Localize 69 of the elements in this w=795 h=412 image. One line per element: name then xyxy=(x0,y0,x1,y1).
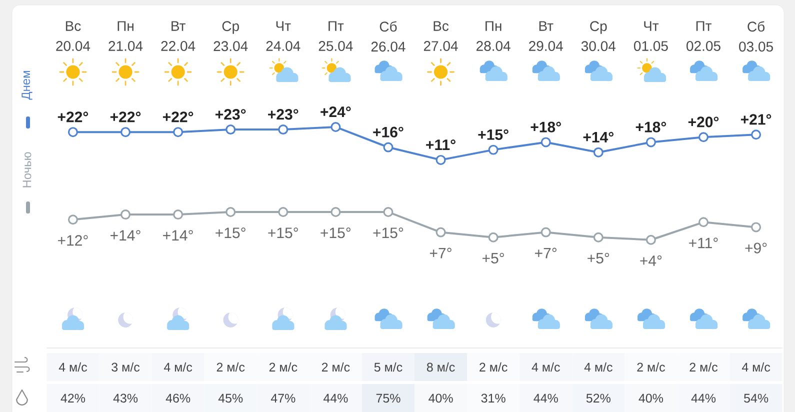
data-label: 40% xyxy=(638,394,664,403)
data-label: 46% xyxy=(166,394,190,403)
x-tick-label: Вт 22.04 xyxy=(161,21,196,51)
data-label: 4 м/с xyxy=(532,362,560,372)
point xyxy=(698,132,708,142)
x-tick-label: Ср 30.04 xyxy=(581,21,616,52)
x-tick-label: Сб 03.05 xyxy=(739,21,773,52)
point xyxy=(278,124,288,135)
data-label: 44% xyxy=(691,394,716,403)
point xyxy=(540,137,551,148)
x-tick-label: Пт 02.05 xyxy=(686,21,720,51)
data-label: 31% xyxy=(481,394,506,403)
data-label: +23° xyxy=(268,109,298,120)
data-label: 43% xyxy=(113,394,138,403)
x-tick-label: Ср 23.04 xyxy=(214,21,248,52)
data-label: 4 м/с xyxy=(584,362,612,372)
data-label: +15° xyxy=(478,129,508,140)
point xyxy=(383,142,394,152)
data-label: 2 м/с xyxy=(480,362,508,372)
point xyxy=(646,137,656,148)
x-tick-label: Чт 24.04 xyxy=(266,21,300,51)
x-tick-label: Пн 28.04 xyxy=(476,21,510,51)
data-label: +24° xyxy=(320,106,351,117)
data-label: 4 м/с xyxy=(164,362,192,372)
x-tick-label: Вс 20.04 xyxy=(56,21,90,51)
data-label: 8 м/с xyxy=(426,362,455,372)
data-label: +20° xyxy=(688,116,719,128)
data-label: 47% xyxy=(270,394,296,403)
data-label: 2 м/с xyxy=(216,362,245,372)
x-tick-label: Сб 26.04 xyxy=(371,21,406,52)
data-label: 42% xyxy=(60,394,86,403)
point xyxy=(173,127,184,138)
point xyxy=(751,130,762,140)
data-label: 3 м/с xyxy=(112,362,140,372)
data-label: 5 м/с xyxy=(374,362,402,372)
data-label: 75% xyxy=(376,394,400,403)
data-label: +16° xyxy=(373,126,404,138)
data-label: +22° xyxy=(110,112,141,122)
data-label: +22° xyxy=(162,112,194,122)
data-label: +11° xyxy=(426,140,456,150)
text: Днем xyxy=(22,70,32,100)
data-label: 4 м/с xyxy=(58,362,88,372)
x-tick-label: Вс 27.04 xyxy=(424,21,458,51)
data-label: 52% xyxy=(586,394,610,403)
data-label: +23° xyxy=(216,109,246,120)
data-label: 44% xyxy=(323,394,348,403)
point xyxy=(330,122,341,132)
data-label: +22° xyxy=(58,112,88,122)
data-label: 4 м/с xyxy=(742,362,770,372)
data-label: +21° xyxy=(740,114,772,125)
point xyxy=(120,127,131,138)
data-label: 54% xyxy=(744,394,768,403)
point xyxy=(68,127,78,138)
data-label: 45% xyxy=(218,394,243,403)
data-label: +18° xyxy=(636,122,666,132)
x-tick-label: Вт 29.04 xyxy=(529,21,563,51)
data-label: +18° xyxy=(530,122,561,132)
point xyxy=(488,144,498,155)
data-label: 44% xyxy=(534,394,558,403)
data-label: 2 м/с xyxy=(269,362,298,372)
data-label: 40% xyxy=(428,394,453,403)
point xyxy=(226,124,236,135)
data-label: 2 м/с xyxy=(690,362,718,372)
data-label: 2 м/с xyxy=(322,362,350,372)
x-tick-label: Пт 25.04 xyxy=(318,21,353,51)
data-label: 2 м/с xyxy=(637,362,665,372)
x-tick-label: Чт 01.05 xyxy=(634,21,668,51)
x-tick-label: Пн 21.04 xyxy=(108,21,143,51)
data-label: +14° xyxy=(583,132,614,142)
